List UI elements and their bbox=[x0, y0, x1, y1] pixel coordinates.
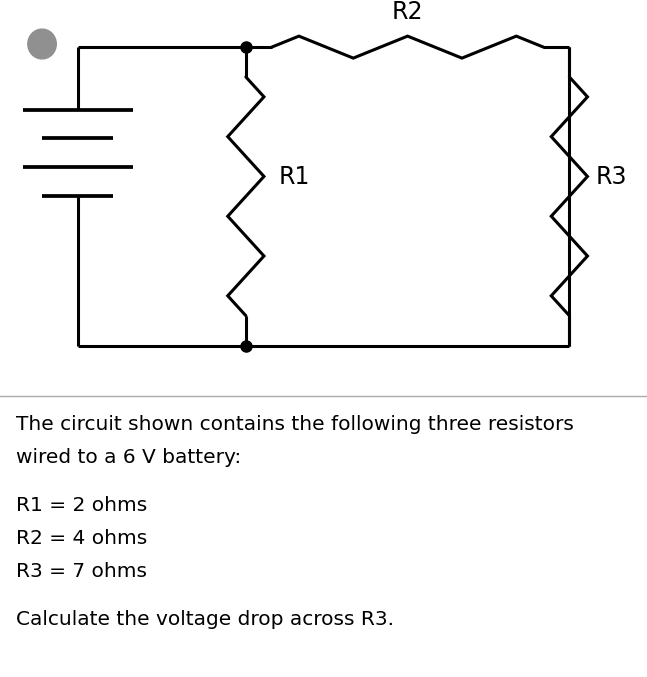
Text: R3 = 7 ohms: R3 = 7 ohms bbox=[16, 562, 147, 581]
Text: R1: R1 bbox=[278, 165, 309, 189]
Circle shape bbox=[28, 29, 56, 59]
Text: R3: R3 bbox=[595, 165, 627, 189]
Text: Calculate the voltage drop across R3.: Calculate the voltage drop across R3. bbox=[16, 610, 394, 629]
Text: R1 = 2 ohms: R1 = 2 ohms bbox=[16, 496, 148, 515]
Text: wired to a 6 V battery:: wired to a 6 V battery: bbox=[16, 448, 241, 467]
Text: The circuit shown contains the following three resistors: The circuit shown contains the following… bbox=[16, 416, 574, 435]
Text: R2 = 4 ohms: R2 = 4 ohms bbox=[16, 529, 148, 548]
Text: R2: R2 bbox=[392, 0, 423, 24]
